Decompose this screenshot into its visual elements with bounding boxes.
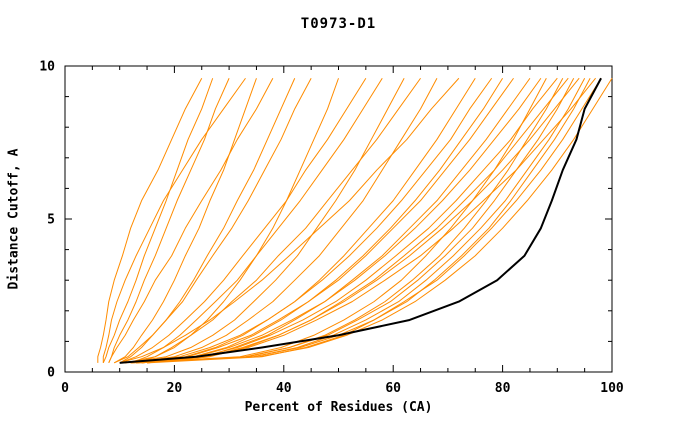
y-tick-label: 10 <box>39 60 55 75</box>
x-tick-label: 80 <box>495 381 511 396</box>
series-model-25 <box>147 77 569 364</box>
chart-title: T0973-D1 <box>300 16 377 32</box>
series-model-21 <box>136 77 542 364</box>
series-model-31 <box>130 77 602 364</box>
series-model-15 <box>119 77 460 364</box>
series-model-07 <box>119 78 296 364</box>
series-model-27 <box>141 77 580 364</box>
series-model-02 <box>102 78 214 364</box>
y-tick-label: 0 <box>47 366 55 381</box>
series-model-05 <box>113 78 257 364</box>
series-model-32 <box>136 77 613 364</box>
series-model-08 <box>114 78 312 364</box>
x-tick-label: 60 <box>385 381 401 396</box>
series-model-04 <box>102 77 246 363</box>
series-model-13 <box>135 77 421 364</box>
series-model-03 <box>108 78 230 364</box>
series-model-12 <box>125 78 405 364</box>
series-model-01 <box>97 78 203 363</box>
series-model-28 <box>136 78 586 364</box>
series-model-17 <box>125 77 493 364</box>
series-model-18 <box>141 77 504 364</box>
series-model-19 <box>130 77 514 364</box>
series-model-06 <box>108 78 274 364</box>
series-model-20 <box>146 77 531 364</box>
x-axis-label: Percent of Residues (CA) <box>244 400 433 415</box>
series-model-10 <box>119 77 367 364</box>
series-model-30 <box>141 77 596 364</box>
series-model-09 <box>125 78 339 364</box>
x-tick-label: 40 <box>276 381 292 396</box>
x-tick-label: 20 <box>167 381 183 396</box>
series-model-14 <box>130 78 438 364</box>
x-tick-label: 0 <box>61 381 69 396</box>
series-model-23 <box>141 77 558 364</box>
series-model-22 <box>130 78 547 364</box>
x-tick-label: 100 <box>600 381 624 396</box>
y-tick-label: 5 <box>47 213 55 228</box>
series-model-16 <box>136 77 476 364</box>
series-model-29 <box>147 78 591 364</box>
series-highlighted-model <box>119 77 602 364</box>
series-model-26 <box>130 78 575 364</box>
